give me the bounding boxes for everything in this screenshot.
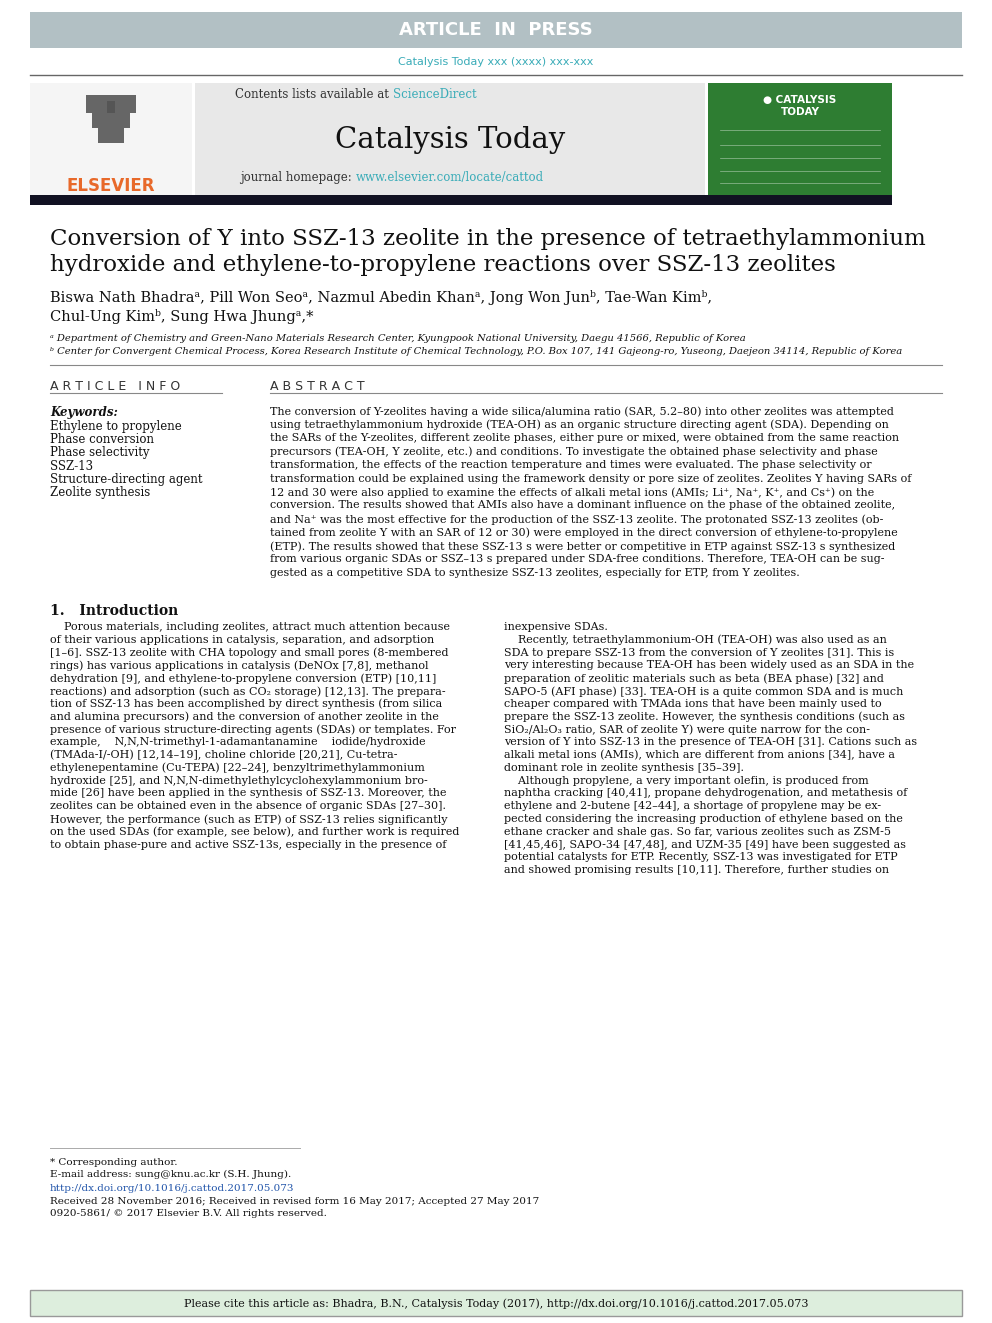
Text: zeolites can be obtained even in the absence of organic SDAs [27–30].: zeolites can be obtained even in the abs… xyxy=(50,802,446,811)
Text: (ETP). The results showed that these SSZ-13 s were better or competitive in ETP : (ETP). The results showed that these SSZ… xyxy=(270,541,895,552)
Text: version of Y into SSZ-13 in the presence of TEA-OH [31]. Cations such as: version of Y into SSZ-13 in the presence… xyxy=(504,737,918,747)
Text: journal homepage:: journal homepage: xyxy=(240,172,356,184)
Text: prepare the SSZ-13 zeolite. However, the synthesis conditions (such as: prepare the SSZ-13 zeolite. However, the… xyxy=(504,712,905,722)
Text: alkali metal ions (AMIs), which are different from anions [34], have a: alkali metal ions (AMIs), which are diff… xyxy=(504,750,895,761)
Text: SSZ-13: SSZ-13 xyxy=(50,459,93,472)
Text: 0920-5861/ © 2017 Elsevier B.V. All rights reserved.: 0920-5861/ © 2017 Elsevier B.V. All righ… xyxy=(50,1209,327,1218)
Text: E-mail address: sung@knu.ac.kr (S.H. Jhung).: E-mail address: sung@knu.ac.kr (S.H. Jhu… xyxy=(50,1170,292,1179)
Text: example,    N,N,N-trimethyl-1-adamantanamine    iodide/hydroxide: example, N,N,N-trimethyl-1-adamantanamin… xyxy=(50,737,426,747)
Text: mide [26] have been applied in the synthesis of SSZ-13. Moreover, the: mide [26] have been applied in the synth… xyxy=(50,789,446,798)
Text: cheaper compared with TMAda ions that have been mainly used to: cheaper compared with TMAda ions that ha… xyxy=(504,699,882,709)
Text: Biswa Nath Bhadraᵃ, Pill Won Seoᵃ, Nazmul Abedin Khanᵃ, Jong Won Junᵇ, Tae-Wan K: Biswa Nath Bhadraᵃ, Pill Won Seoᵃ, Nazmu… xyxy=(50,290,712,306)
Text: SDA to prepare SSZ-13 from the conversion of Y zeolites [31]. This is: SDA to prepare SSZ-13 from the conversio… xyxy=(504,647,894,658)
Text: ScienceDirect: ScienceDirect xyxy=(393,87,476,101)
Text: [1–6]. SSZ-13 zeolite with CHA topology and small pores (8-membered: [1–6]. SSZ-13 zeolite with CHA topology … xyxy=(50,647,448,658)
Text: * Corresponding author.: * Corresponding author. xyxy=(50,1158,178,1167)
Text: Zeolite synthesis: Zeolite synthesis xyxy=(50,486,150,499)
Text: ARTICLE  IN  PRESS: ARTICLE IN PRESS xyxy=(399,21,593,38)
Text: 1.   Introduction: 1. Introduction xyxy=(50,605,179,618)
Text: ᵃ Department of Chemistry and Green-Nano Materials Research Center, Kyungpook Na: ᵃ Department of Chemistry and Green-Nano… xyxy=(50,333,746,343)
Text: on the used SDAs (for example, see below), and further work is required: on the used SDAs (for example, see below… xyxy=(50,827,459,837)
Text: However, the performance (such as ETP) of SSZ-13 relies significantly: However, the performance (such as ETP) o… xyxy=(50,814,447,824)
Text: Recently, tetraethylammonium-OH (TEA-OH) was also used as an: Recently, tetraethylammonium-OH (TEA-OH)… xyxy=(504,635,887,646)
Text: rings) has various applications in catalysis (DeNOx [7,8], methanol: rings) has various applications in catal… xyxy=(50,660,429,671)
Text: presence of various structure-directing agents (SDAs) or templates. For: presence of various structure-directing … xyxy=(50,725,456,736)
Bar xyxy=(30,83,192,194)
Text: gested as a competitive SDA to synthesize SSZ-13 zeolites, especially for ETP, f: gested as a competitive SDA to synthesiz… xyxy=(270,568,800,578)
Text: of their various applications in catalysis, separation, and adsorption: of their various applications in catalys… xyxy=(50,635,434,644)
Text: SiO₂/Al₂O₃ ratio, SAR of zeolite Y) were quite narrow for the con-: SiO₂/Al₂O₃ ratio, SAR of zeolite Y) were… xyxy=(504,725,870,736)
Text: preparation of zeolitic materials such as beta (BEA phase) [32] and: preparation of zeolitic materials such a… xyxy=(504,673,884,684)
Text: http://dx.doi.org/10.1016/j.cattod.2017.05.073: http://dx.doi.org/10.1016/j.cattod.2017.… xyxy=(50,1184,295,1193)
Text: A B S T R A C T: A B S T R A C T xyxy=(270,380,365,393)
Text: hydroxide [25], and N,N,N-dimethylethylcyclohexylammonium bro-: hydroxide [25], and N,N,N-dimethylethylc… xyxy=(50,775,428,786)
Text: Porous materials, including zeolites, attract much attention because: Porous materials, including zeolites, at… xyxy=(50,622,450,632)
Text: Please cite this article as: Bhadra, B.N., Catalysis Today (2017), http://dx.doi: Please cite this article as: Bhadra, B.N… xyxy=(184,1299,808,1310)
Text: ethylene and 2-butene [42–44], a shortage of propylene may be ex-: ethylene and 2-butene [42–44], a shortag… xyxy=(504,802,881,811)
Text: SAPO-5 (AFI phase) [33]. TEA-OH is a quite common SDA and is much: SAPO-5 (AFI phase) [33]. TEA-OH is a qui… xyxy=(504,687,904,697)
Text: to obtain phase-pure and active SSZ-13s, especially in the presence of: to obtain phase-pure and active SSZ-13s,… xyxy=(50,840,446,849)
Text: the SARs of the Y-zeolites, different zeolite phases, either pure or mixed, were: the SARs of the Y-zeolites, different ze… xyxy=(270,433,899,443)
Text: Contents lists available at: Contents lists available at xyxy=(235,87,393,101)
Bar xyxy=(86,95,136,112)
Text: (TMAda-I/-OH) [12,14–19], choline chloride [20,21], Cu-tetra-: (TMAda-I/-OH) [12,14–19], choline chlori… xyxy=(50,750,398,761)
Text: dominant role in zeolite synthesis [35–39].: dominant role in zeolite synthesis [35–3… xyxy=(504,763,744,773)
Text: Ethylene to propylene: Ethylene to propylene xyxy=(50,419,182,433)
Text: reactions) and adsorption (such as CO₂ storage) [12,13]. The prepara-: reactions) and adsorption (such as CO₂ s… xyxy=(50,687,445,697)
Text: Phase selectivity: Phase selectivity xyxy=(50,446,150,459)
Bar xyxy=(92,110,130,128)
Text: potential catalysts for ETP. Recently, SSZ-13 was investigated for ETP: potential catalysts for ETP. Recently, S… xyxy=(504,852,898,863)
Text: Conversion of Y into SSZ-13 zeolite in the presence of tetraethylammonium: Conversion of Y into SSZ-13 zeolite in t… xyxy=(50,228,926,250)
Text: Catalysis Today xxx (xxxx) xxx-xxx: Catalysis Today xxx (xxxx) xxx-xxx xyxy=(399,57,593,67)
Text: [41,45,46], SAPO-34 [47,48], and UZM-35 [49] have been suggested as: [41,45,46], SAPO-34 [47,48], and UZM-35 … xyxy=(504,840,906,849)
Bar xyxy=(30,194,892,205)
Text: conversion. The results showed that AMIs also have a dominant influence on the p: conversion. The results showed that AMIs… xyxy=(270,500,895,511)
Text: Structure-directing agent: Structure-directing agent xyxy=(50,472,202,486)
Text: Keywords:: Keywords: xyxy=(50,406,118,419)
Text: pected considering the increasing production of ethylene based on the: pected considering the increasing produc… xyxy=(504,814,903,824)
Bar xyxy=(708,83,892,197)
Text: ELSEVIER: ELSEVIER xyxy=(66,177,156,194)
Text: naphtha cracking [40,41], propane dehydrogenation, and metathesis of: naphtha cracking [40,41], propane dehydr… xyxy=(504,789,908,798)
Text: using tetraethylammonium hydroxide (TEA-OH) as an organic structure directing ag: using tetraethylammonium hydroxide (TEA-… xyxy=(270,419,889,430)
Bar xyxy=(98,124,124,143)
Text: The conversion of Y-zeolites having a wide silica/alumina ratio (SAR, 5.2–80) in: The conversion of Y-zeolites having a wi… xyxy=(270,406,894,417)
Text: from various organic SDAs or SSZ–13 s prepared under SDA-free conditions. Theref: from various organic SDAs or SSZ–13 s pr… xyxy=(270,554,885,565)
Text: tion of SSZ-13 has been accomplished by direct synthesis (from silica: tion of SSZ-13 has been accomplished by … xyxy=(50,699,442,709)
Text: ethylenepentamine (Cu-TEPA) [22–24], benzyltrimethylammonium: ethylenepentamine (Cu-TEPA) [22–24], ben… xyxy=(50,763,425,774)
Text: Phase conversion: Phase conversion xyxy=(50,433,154,446)
Bar xyxy=(30,12,962,48)
Text: ethane cracker and shale gas. So far, various zeolites such as ZSM-5: ethane cracker and shale gas. So far, va… xyxy=(504,827,891,837)
Text: ᵇ Center for Convergent Chemical Process, Korea Research Institute of Chemical T: ᵇ Center for Convergent Chemical Process… xyxy=(50,347,903,356)
Text: Received 28 November 2016; Received in revised form 16 May 2017; Accepted 27 May: Received 28 November 2016; Received in r… xyxy=(50,1197,540,1207)
Text: ● CATALYSIS: ● CATALYSIS xyxy=(764,95,836,105)
Text: Chul-Ung Kimᵇ, Sung Hwa Jhungᵃ,*: Chul-Ung Kimᵇ, Sung Hwa Jhungᵃ,* xyxy=(50,310,313,324)
Bar xyxy=(30,1290,962,1316)
Text: inexpensive SDAs.: inexpensive SDAs. xyxy=(504,622,608,632)
Text: precursors (TEA-OH, Y zeolite, etc.) and conditions. To investigate the obtained: precursors (TEA-OH, Y zeolite, etc.) and… xyxy=(270,446,878,456)
Text: transformation, the effects of the reaction temperature and times were evaluated: transformation, the effects of the react… xyxy=(270,460,872,470)
Text: dehydration [9], and ethylene-to-propylene conversion (ETP) [10,11]: dehydration [9], and ethylene-to-propyle… xyxy=(50,673,436,684)
Text: and alumina precursors) and the conversion of another zeolite in the: and alumina precursors) and the conversi… xyxy=(50,712,438,722)
Bar xyxy=(107,101,115,112)
Text: transformation could be explained using the framework density or pore size of ze: transformation could be explained using … xyxy=(270,474,912,483)
Text: Catalysis Today: Catalysis Today xyxy=(335,126,565,153)
Text: www.elsevier.com/locate/cattod: www.elsevier.com/locate/cattod xyxy=(356,172,545,184)
Text: A R T I C L E   I N F O: A R T I C L E I N F O xyxy=(50,380,181,393)
Text: Although propylene, a very important olefin, is produced from: Although propylene, a very important ole… xyxy=(504,775,869,786)
Bar xyxy=(195,83,705,194)
Text: 12 and 30 were also applied to examine the effects of alkali metal ions (AMIs; L: 12 and 30 were also applied to examine t… xyxy=(270,487,874,497)
Text: hydroxide and ethylene-to-propylene reactions over SSZ-13 zeolites: hydroxide and ethylene-to-propylene reac… xyxy=(50,254,835,277)
Text: and Na⁺ was the most effective for the production of the SSZ-13 zeolite. The pro: and Na⁺ was the most effective for the p… xyxy=(270,515,883,524)
Text: and showed promising results [10,11]. Therefore, further studies on: and showed promising results [10,11]. Th… xyxy=(504,865,889,876)
Text: very interesting because TEA-OH has been widely used as an SDA in the: very interesting because TEA-OH has been… xyxy=(504,660,914,671)
Text: tained from zeolite Y with an SAR of 12 or 30) were employed in the direct conve: tained from zeolite Y with an SAR of 12 … xyxy=(270,528,898,538)
Text: TODAY: TODAY xyxy=(781,107,819,116)
